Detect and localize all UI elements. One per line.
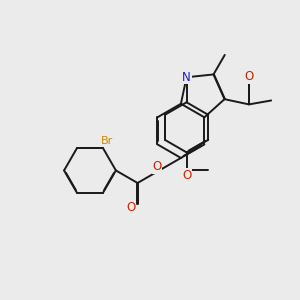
Text: O: O (182, 169, 191, 182)
Text: N: N (182, 71, 191, 84)
Text: Br: Br (101, 136, 113, 146)
Text: O: O (244, 70, 253, 83)
Text: O: O (152, 160, 161, 173)
Text: O: O (127, 201, 136, 214)
